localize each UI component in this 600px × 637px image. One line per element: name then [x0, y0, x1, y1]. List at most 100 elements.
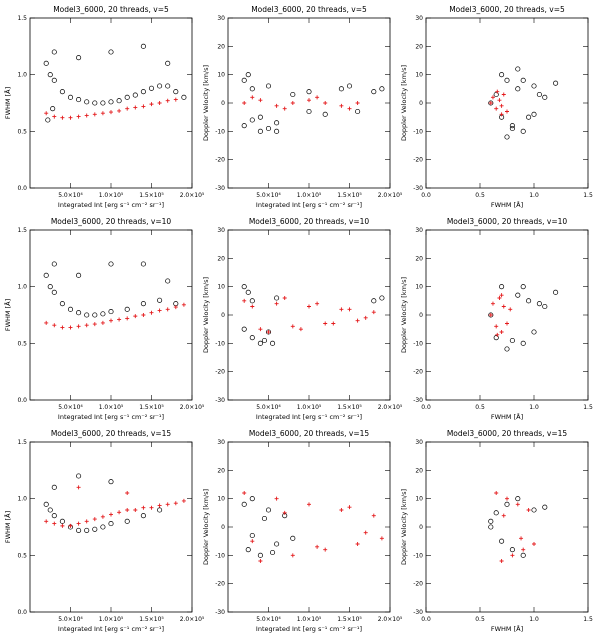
data-point-series-1: [165, 60, 171, 66]
data-point-series-1: [322, 111, 328, 117]
y-tick-label: 10: [415, 496, 423, 503]
data-point-series-2: [68, 523, 73, 528]
data-point-series-2: [499, 112, 504, 117]
data-point-series-1: [50, 106, 56, 112]
data-point-series-1: [488, 518, 494, 524]
x-tick-label: 1.5×10⁵: [337, 404, 362, 411]
data-point-series-1: [257, 340, 263, 346]
data-point-series-1: [45, 117, 51, 123]
x-axis-label: Integrated Int [erg s⁻¹ cm⁻² sr⁻¹]: [256, 413, 362, 421]
data-point-series-2: [44, 320, 49, 325]
data-marks: [43, 43, 187, 123]
x-axis-label: FWHM [Å]: [491, 200, 523, 209]
y-tick-label: 20: [415, 43, 423, 50]
y-tick-label: -30: [413, 397, 423, 404]
data-point-series-1: [520, 284, 526, 290]
data-point-series-2: [488, 101, 493, 105]
data-point-series-1: [542, 303, 548, 310]
x-tick-label: 1.0×10⁵: [297, 404, 322, 411]
panel-title: Model3_6000, 20 threads, v=5: [449, 5, 565, 14]
data-point-series-1: [92, 312, 98, 318]
data-point-series-2: [282, 296, 287, 300]
data-point-series-1: [306, 108, 312, 115]
data-point-series-1: [165, 83, 171, 89]
x-axis-label: Integrated Int [erg s⁻¹ cm⁻² sr⁻¹]: [58, 413, 164, 421]
data-point-series-1: [520, 77, 526, 83]
x-tick-label: 1.0×10⁵: [99, 404, 124, 411]
panel-title: Model3_6000, 20 threads, v=5: [251, 5, 367, 14]
data-point-series-1: [67, 94, 74, 100]
plot-frame: [425, 441, 589, 613]
data-point-series-2: [117, 317, 122, 322]
plot-frame: [227, 17, 391, 189]
data-point-series-1: [51, 49, 57, 55]
x-tick-label: 0.5: [475, 404, 485, 411]
data-point-series-2: [298, 327, 303, 332]
data-point-series-1: [108, 49, 114, 55]
data-point-series-1: [531, 111, 537, 117]
x-tick-label: 5.0×10⁴: [58, 404, 83, 411]
data-point-series-2: [499, 559, 504, 563]
x-tick-label: 1.0×10⁵: [297, 616, 322, 623]
data-point-series-1: [108, 99, 114, 105]
data-point-series-2: [52, 114, 57, 119]
data-point-series-1: [245, 289, 251, 295]
data-point-series-1: [290, 535, 296, 541]
data-point-series-1: [241, 501, 247, 507]
data-point-series-2: [266, 330, 271, 334]
data-point-series-2: [165, 502, 170, 507]
y-tick-label: 1.0: [17, 72, 27, 79]
y-tick-label: -10: [413, 552, 423, 559]
data-point-series-1: [100, 100, 106, 106]
data-point-series-1: [520, 552, 526, 558]
x-tick-label: 1.5×10⁵: [337, 616, 362, 623]
panel-6: Model3_6000, 20 threads, v=10 0.0 0.5 1.0 1.…: [400, 217, 593, 421]
x-axis-label: Integrated Int [erg s⁻¹ cm⁻² sr⁻¹]: [256, 201, 362, 209]
x-tick-label: 0.0: [421, 192, 431, 199]
panel-title: Model3_6000, 20 threads, v=10: [51, 217, 172, 226]
data-point-series-1: [290, 91, 296, 98]
y-axis-label: Doppler Velocity [km/s]: [202, 65, 210, 141]
data-point-series-1: [100, 311, 106, 317]
y-tick-label: -30: [215, 609, 225, 616]
y-tick-label: 0: [221, 100, 225, 107]
y-tick-label: -30: [413, 609, 423, 616]
y-tick-label: -20: [215, 581, 225, 588]
data-point-series-2: [347, 505, 352, 510]
data-point-series-2: [307, 304, 311, 309]
y-axis-label: Doppler Velocity [km/s]: [400, 277, 408, 353]
data-point-series-1: [245, 547, 251, 553]
x-tick-label: 1.5: [583, 404, 593, 411]
data-point-series-2: [250, 304, 255, 309]
data-point-series-1: [531, 507, 537, 513]
data-point-series-2: [125, 316, 130, 321]
panel-5: Model3_6000, 20 threads, v=10 5.0×10⁴ 1.0×…: [202, 217, 403, 421]
plot-frame: [29, 229, 193, 401]
data-point-series-2: [157, 101, 162, 105]
data-point-series-2: [363, 530, 368, 535]
x-tick-label: 0.0: [421, 404, 431, 411]
data-point-series-1: [59, 301, 65, 307]
data-point-series-1: [47, 284, 53, 290]
data-point-series-2: [258, 327, 263, 332]
x-tick-label: 5.0×10⁴: [256, 616, 281, 623]
data-point-series-1: [536, 301, 542, 307]
x-tick-label: 2.0×10⁵: [378, 404, 403, 411]
data-point-series-2: [44, 111, 49, 116]
data-point-series-2: [250, 95, 255, 100]
data-point-series-2: [76, 485, 81, 490]
data-point-series-2: [497, 98, 502, 103]
y-tick-label: -20: [413, 369, 423, 376]
data-point-series-2: [371, 310, 376, 315]
y-tick-label: 0.5: [17, 128, 27, 135]
data-point-series-1: [509, 123, 515, 129]
data-point-series-1: [84, 312, 90, 318]
panel-2: Model3_6000, 20 threads, v=5 5.0×10⁴ 1.0×1…: [202, 5, 403, 209]
y-tick-label: 30: [217, 227, 225, 234]
data-point-series-1: [51, 484, 57, 490]
data-point-series-2: [157, 503, 162, 508]
data-point-series-2: [84, 323, 89, 328]
y-tick-label: 0.0: [17, 609, 27, 616]
data-point-series-1: [241, 77, 247, 83]
y-axis-label: FWHM [Å]: [3, 511, 12, 543]
